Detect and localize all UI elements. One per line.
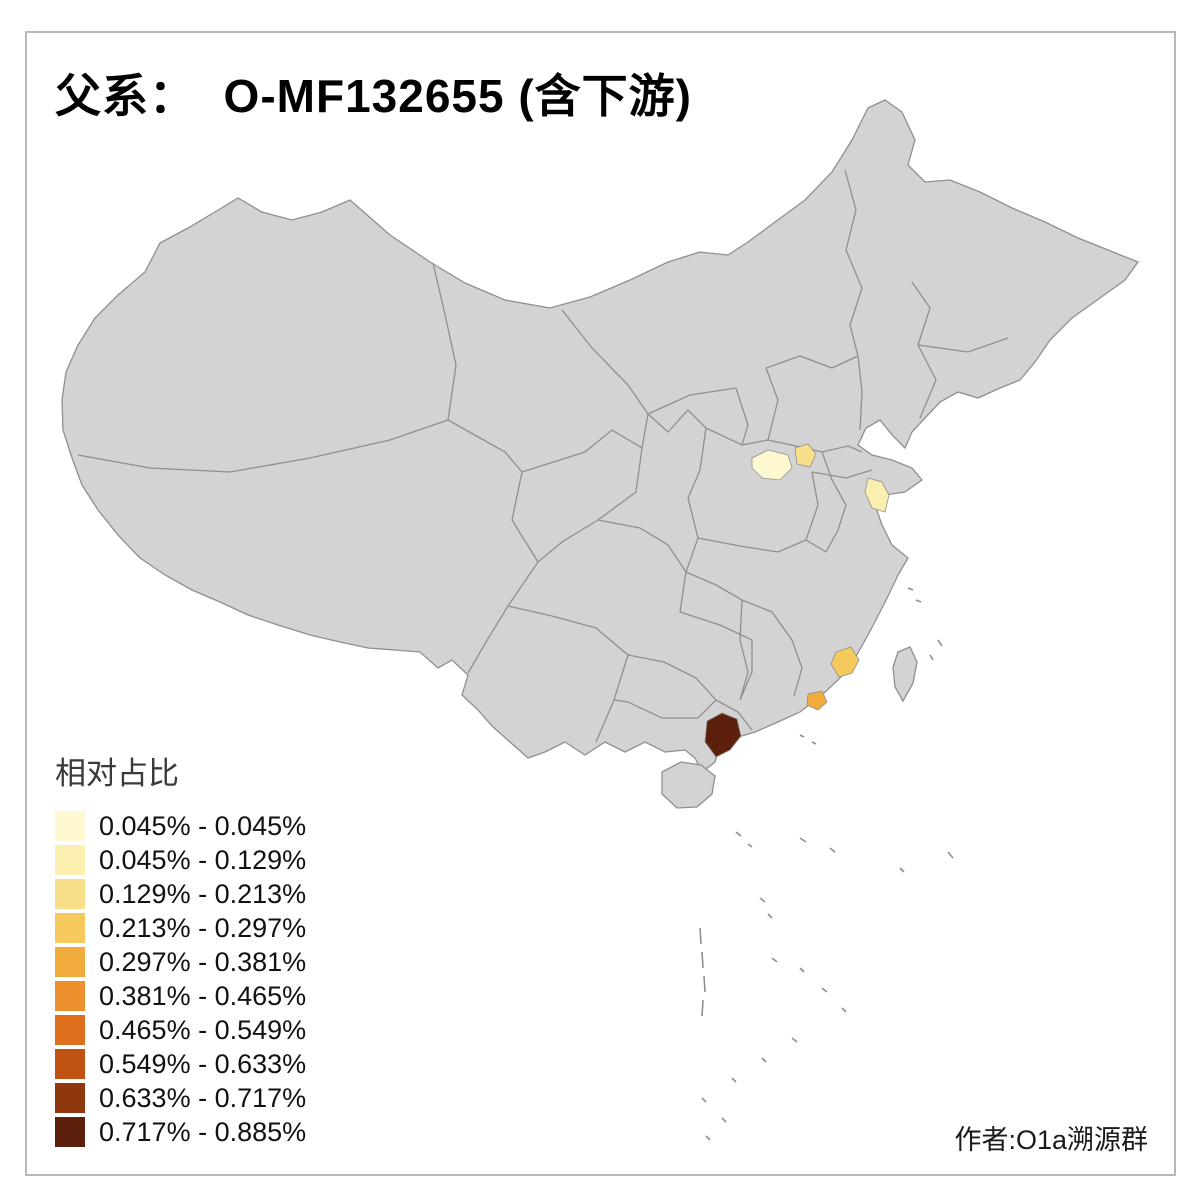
region-highlight-south-coast-small — [806, 690, 828, 711]
legend-label: 0.045% - 0.045% — [99, 810, 307, 841]
region-highlight-central-west — [751, 449, 793, 481]
legend-swatch-rect — [55, 879, 85, 909]
legend-swatch-rect — [55, 1015, 85, 1045]
legend-label: 0.549% - 0.633% — [99, 1048, 307, 1079]
legend-label: 0.633% - 0.717% — [99, 1082, 307, 1113]
legend-swatch — [55, 1049, 85, 1079]
legend-label: 0.297% - 0.381% — [99, 946, 307, 977]
legend-swatch — [55, 981, 85, 1011]
hainan-island — [661, 761, 716, 809]
legend-title: 相对占比 — [55, 756, 179, 791]
legend-swatch-rect — [55, 811, 85, 841]
legend-label: 0.465% - 0.549% — [99, 1014, 307, 1045]
legend-item: 0.129% - 0.213% — [55, 877, 306, 911]
legend-swatch — [55, 913, 85, 943]
legend-label: 0.045% - 0.129% — [99, 844, 307, 875]
legend-swatch — [55, 1117, 85, 1147]
province-borders — [77, 169, 1009, 743]
legend-item: 0.045% - 0.045% — [55, 809, 306, 843]
legend-item: 0.297% - 0.381% — [55, 945, 306, 979]
legend-swatch-rect — [55, 913, 85, 943]
legend-item: 0.465% - 0.549% — [55, 1013, 306, 1047]
legend-item: 0.381% - 0.465% — [55, 979, 306, 1013]
legend-swatch — [55, 1083, 85, 1113]
legend-label: 0.129% - 0.213% — [99, 878, 307, 909]
legend-swatch-rect — [55, 981, 85, 1011]
legend-swatch-rect — [55, 947, 85, 977]
legend-swatch — [55, 947, 85, 977]
sea-islands-specks — [699, 587, 954, 1141]
legend-swatch-rect — [55, 845, 85, 875]
legend-swatch — [55, 811, 85, 841]
legend-swatch — [55, 1015, 85, 1045]
legend-swatch — [55, 879, 85, 909]
page-title: 父系： O-MF132655 (含下游) — [55, 70, 692, 122]
region-highlight-south-dark — [704, 712, 742, 758]
legend-label: 0.213% - 0.297% — [99, 912, 307, 943]
legend-item: 0.549% - 0.633% — [55, 1047, 306, 1081]
legend-item: 0.045% - 0.129% — [55, 843, 306, 877]
legend-item: 0.213% - 0.297% — [55, 911, 306, 945]
legend-swatch-rect — [55, 1083, 85, 1113]
legend-label: 0.717% - 0.885% — [99, 1116, 307, 1147]
region-highlight-east-coast — [864, 477, 890, 513]
legend-swatch — [55, 845, 85, 875]
author-credit: 作者:O1a溯源群 — [954, 1125, 1148, 1155]
legend-swatch-rect — [55, 1117, 85, 1147]
legend-label: 0.381% - 0.465% — [99, 980, 307, 1011]
legend-item: 0.717% - 0.885% — [55, 1115, 306, 1149]
legend-swatch-rect — [55, 1049, 85, 1079]
legend: 相对占比 0.045% - 0.045% 0.045% - 0.129% 0.1… — [55, 748, 306, 1149]
region-highlight-southeast-coast — [830, 646, 860, 678]
legend-item: 0.633% - 0.717% — [55, 1081, 306, 1115]
region-highlight-central-east — [794, 443, 817, 468]
china-mainland-shape — [61, 99, 1140, 773]
taiwan-island — [892, 646, 918, 703]
